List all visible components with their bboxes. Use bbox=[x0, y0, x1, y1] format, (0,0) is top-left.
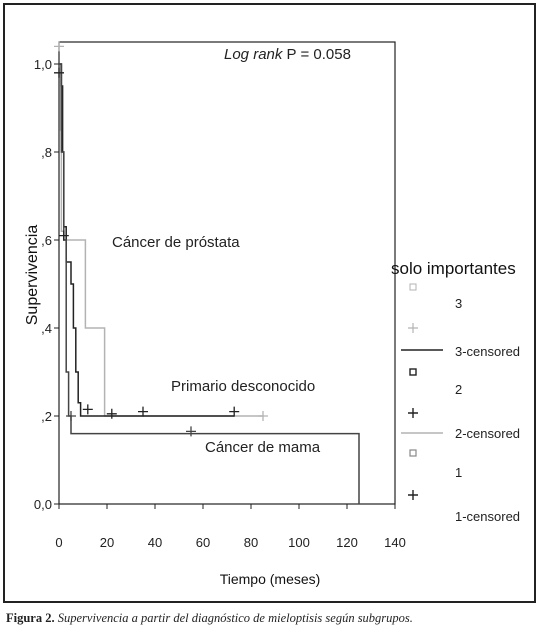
legend-label-2-censored: 2-censored bbox=[455, 426, 520, 441]
legend-swatch-2-censored bbox=[408, 408, 418, 418]
x-tick-label: 20 bbox=[100, 535, 114, 550]
survival-curve-group-1 bbox=[59, 63, 360, 504]
curve-label-breast: Cáncer de mama bbox=[205, 439, 321, 456]
legend-label-3: 3 bbox=[455, 296, 462, 311]
legend-label-3-censored: 3-censored bbox=[455, 344, 520, 359]
x-axis-ticks: 0 20 40 60 80 100 120 140 bbox=[55, 504, 406, 550]
legend: solo importantes 3 3-censored 2 2-censor… bbox=[391, 259, 520, 524]
x-tick-label: 80 bbox=[244, 535, 258, 550]
x-tick-label: 60 bbox=[196, 535, 210, 550]
censor-mark-group-2 bbox=[106, 408, 117, 419]
censor-mark-group-2 bbox=[54, 67, 64, 78]
y-tick-label: 0,0 bbox=[34, 497, 52, 512]
x-tick-label: 100 bbox=[288, 535, 310, 550]
plot-area bbox=[58, 41, 396, 505]
y-tick-label: ,4 bbox=[41, 321, 52, 336]
legend-swatch-2 bbox=[409, 368, 417, 376]
censor-mark-group-3 bbox=[54, 41, 64, 52]
caption-label: Figura 2. bbox=[6, 611, 55, 625]
legend-title: solo importantes bbox=[391, 259, 516, 278]
legend-swatch-1-censored bbox=[408, 490, 418, 500]
censor-mark-group-2 bbox=[82, 404, 93, 415]
y-tick-label: ,2 bbox=[41, 409, 52, 424]
censor-mark-group-1 bbox=[186, 426, 196, 437]
caption-text: Supervivencia a partir del diagnóstico d… bbox=[54, 611, 413, 625]
censor-mark-group-2 bbox=[229, 406, 240, 417]
figure-caption: Figura 2. Supervivencia a partir del dia… bbox=[6, 611, 536, 626]
x-tick-label: 0 bbox=[55, 535, 62, 550]
censor-mark-group-1 bbox=[66, 411, 76, 421]
legend-label-1: 1 bbox=[455, 465, 462, 480]
p-value-label: P = 0.058 bbox=[282, 46, 351, 63]
censor-marks bbox=[54, 41, 268, 437]
censor-mark-group-3 bbox=[258, 411, 268, 421]
legend-swatch-3 bbox=[409, 283, 417, 291]
legend-label-1-censored: 1-censored bbox=[455, 509, 520, 524]
censor-mark-group-2 bbox=[58, 230, 69, 241]
survival-curve-group-2 bbox=[59, 63, 235, 417]
censor-mark-group-2 bbox=[138, 406, 148, 417]
legend-swatch-3-censored bbox=[408, 323, 418, 333]
chart-svg: 0,0 ,2 ,4 ,6 ,8 1,0 0 20 40 60 80 100 120 140 Log ra… bbox=[24, 41, 520, 587]
y-tick-label: ,8 bbox=[41, 145, 52, 160]
y-axis-ticks: 0,0 ,2 ,4 ,6 ,8 1,0 bbox=[34, 57, 59, 512]
curve-label-prostate: Cáncer de próstata bbox=[112, 234, 240, 251]
y-tick-label: 1,0 bbox=[34, 57, 52, 72]
legend-swatch-1 bbox=[409, 449, 417, 457]
legend-label-2: 2 bbox=[455, 382, 462, 397]
y-axis-title: Supervivencia bbox=[24, 225, 41, 326]
curve-label-unknown-primary: Primario desconocido bbox=[171, 378, 315, 395]
log-rank-annotation: Log rank P = 0.058 bbox=[224, 46, 351, 63]
x-tick-label: 120 bbox=[336, 535, 358, 550]
x-tick-label: 40 bbox=[148, 535, 162, 550]
x-axis-title: Tiempo (meses) bbox=[220, 571, 321, 587]
log-rank-label: Log rank bbox=[224, 46, 284, 63]
x-tick-label: 140 bbox=[384, 535, 406, 550]
figure-frame: 0,0 ,2 ,4 ,6 ,8 1,0 0 20 40 60 80 100 120 140 Log ra… bbox=[3, 3, 536, 603]
survival-curves bbox=[59, 63, 360, 504]
y-tick-label: ,6 bbox=[41, 233, 52, 248]
